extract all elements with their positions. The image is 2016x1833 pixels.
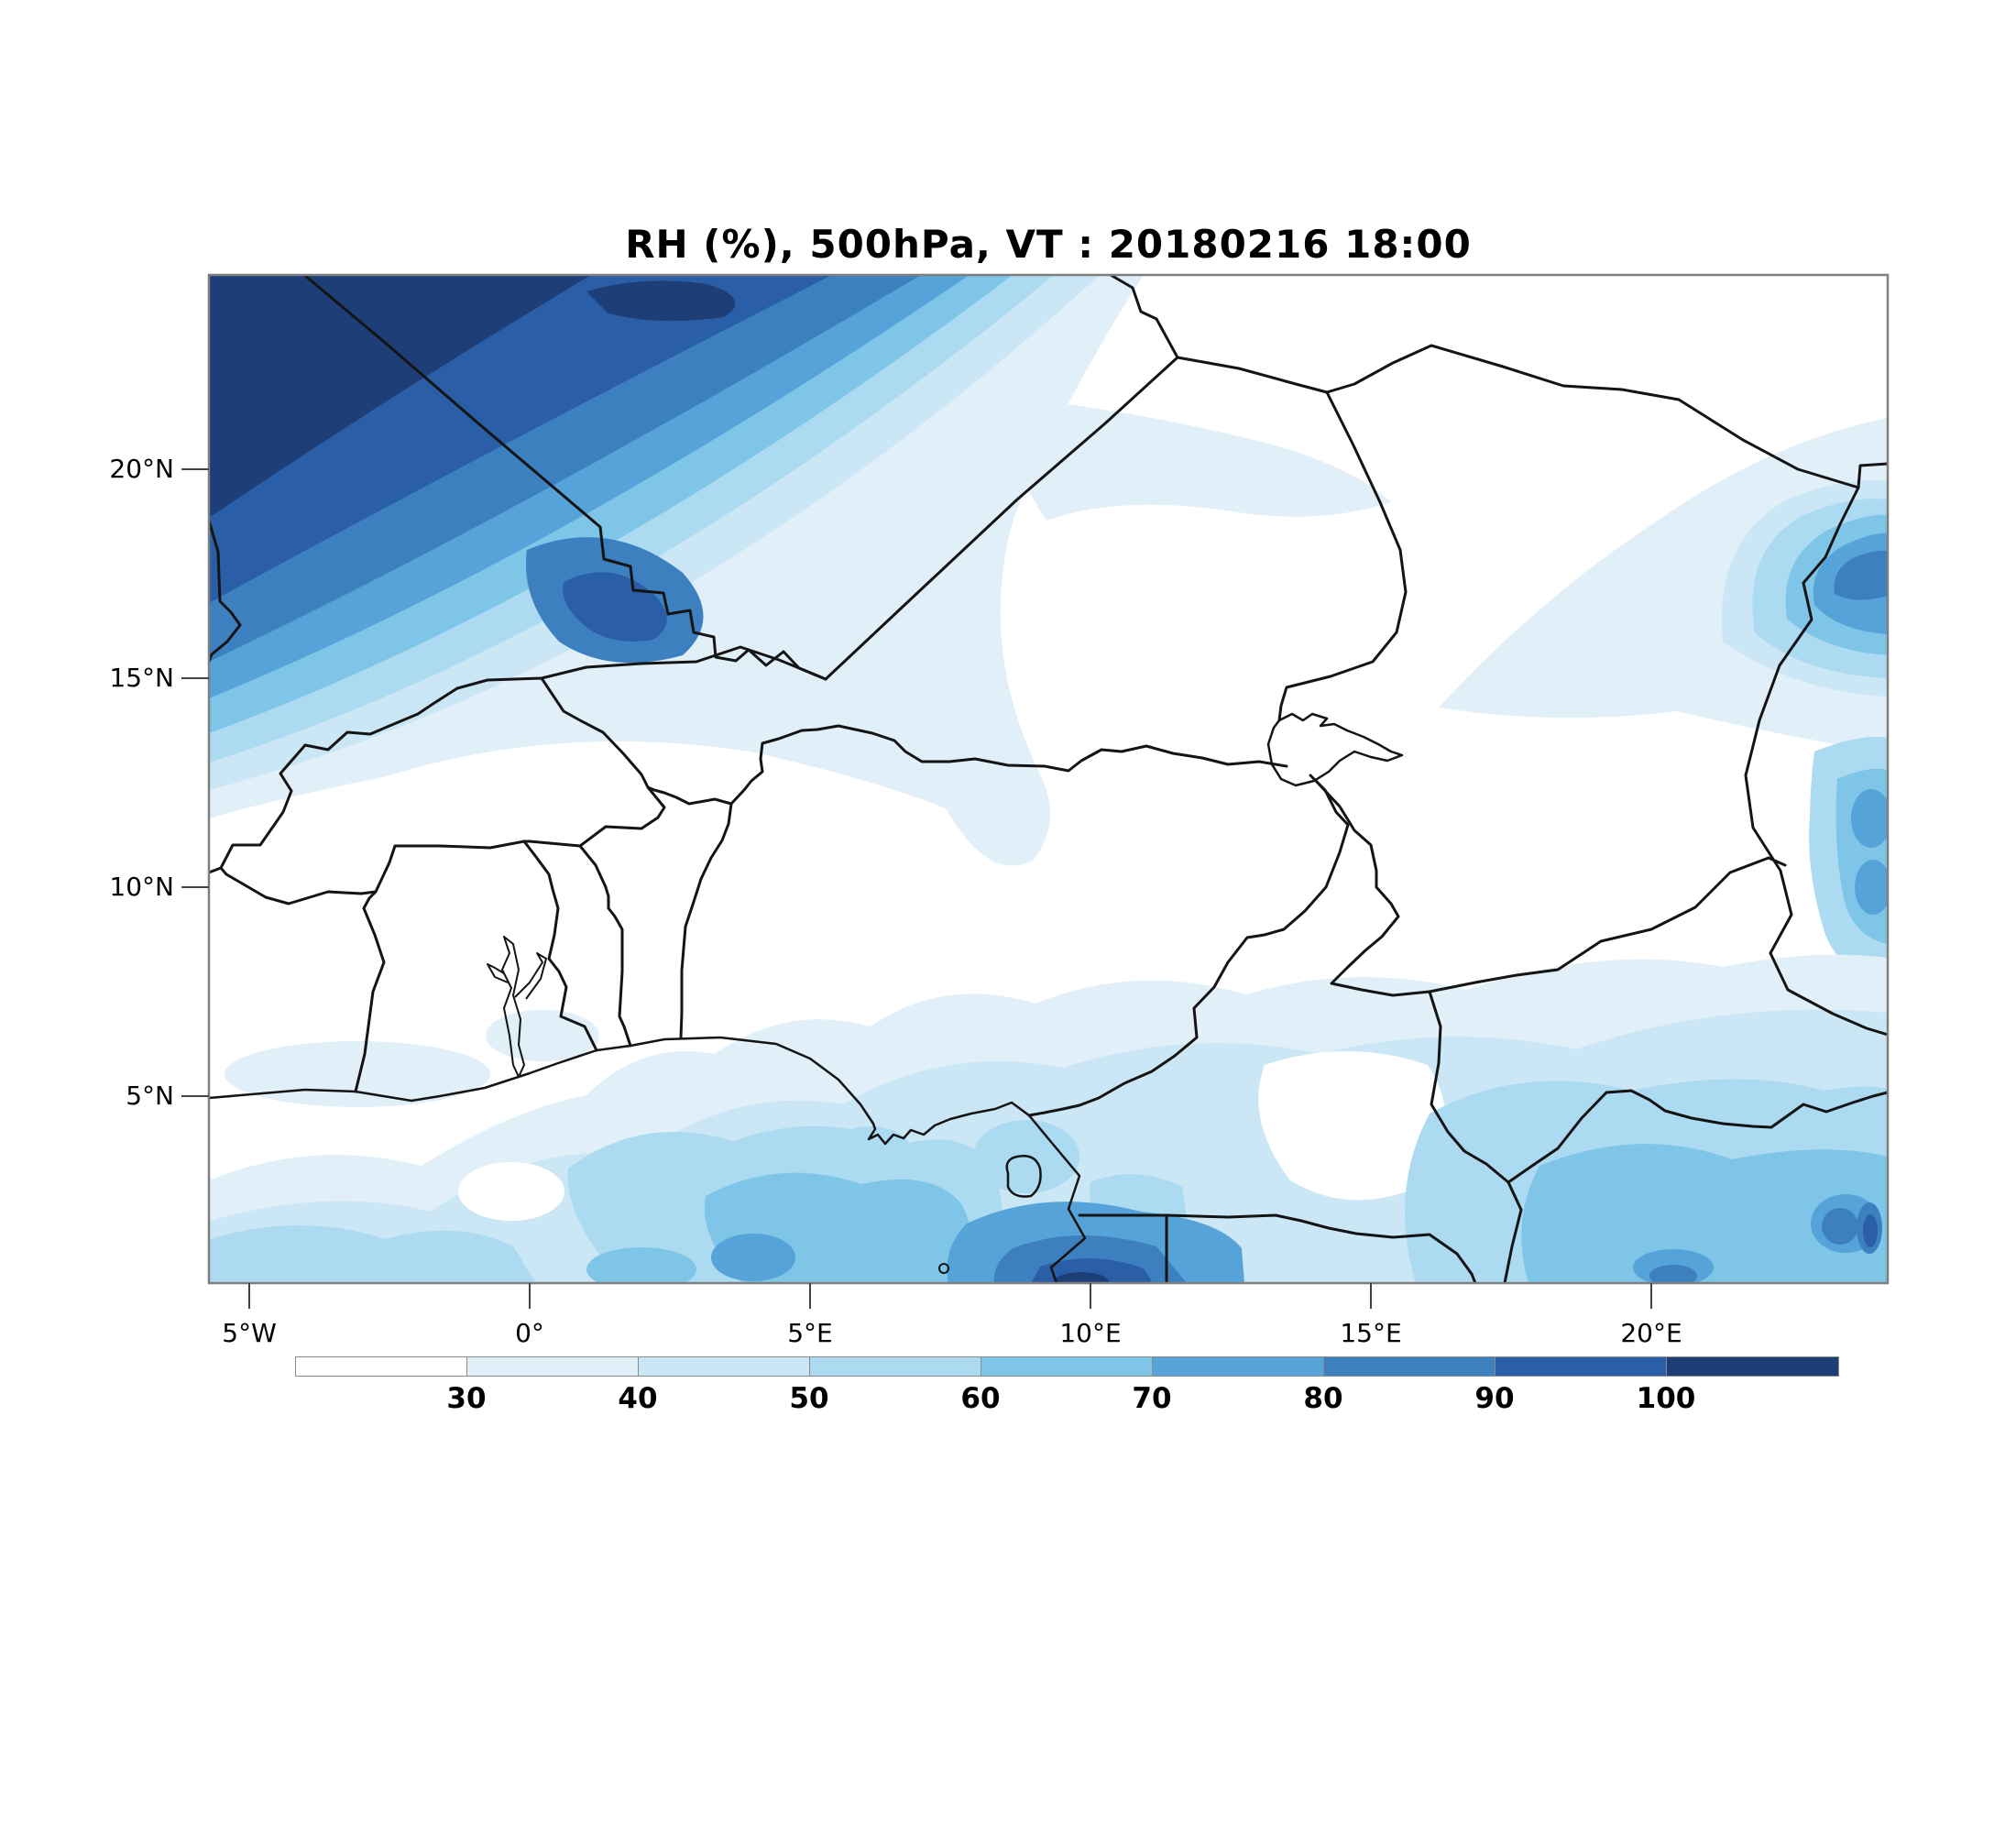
border-algeria-niger — [824, 356, 1179, 681]
colorbar-segment — [296, 1357, 467, 1376]
colorbar-segment — [467, 1357, 639, 1376]
colorbar-boundary-label: 40 — [618, 1382, 658, 1415]
colorbar-boundary-label: 70 — [1132, 1382, 1172, 1415]
border-mali-niger-west — [540, 645, 827, 681]
colorbar-segment — [1496, 1357, 1667, 1376]
country-borders — [209, 275, 1888, 1283]
x-tick-mark — [1090, 1283, 1091, 1309]
lake-chad — [1266, 712, 1404, 787]
y-tick-label: 5°N — [126, 1081, 174, 1111]
y-tick-mark — [181, 677, 209, 679]
principe-island — [938, 1263, 949, 1274]
border-burkina-faso — [219, 676, 666, 906]
colorbar-boundary-label: 30 — [446, 1382, 487, 1415]
lake-volta — [487, 936, 547, 1078]
colorbar-boundary-label: 60 — [960, 1382, 1001, 1415]
y-tick-mark — [181, 468, 209, 470]
map-frame — [207, 273, 1890, 1285]
border-benin-nigeria — [679, 802, 733, 1039]
border-benin-niger — [646, 785, 733, 806]
border-cameroon-eq-guinea — [1078, 1213, 1168, 1283]
border-cameroon-gabon — [1165, 1213, 1477, 1283]
border-mauritania-mali — [209, 519, 242, 664]
y-tick-mark — [181, 886, 209, 888]
colorbar-boundary-label: 80 — [1303, 1382, 1343, 1415]
x-tick-mark — [1370, 1283, 1372, 1309]
colorbar-segment — [981, 1357, 1153, 1376]
x-tick-mark — [1650, 1283, 1652, 1309]
border-cote-divoire-mali — [209, 866, 223, 874]
colorbar-boundary-label: 100 — [1636, 1382, 1696, 1415]
border-chad-cameroon — [1314, 779, 1431, 997]
border-ghana-togo — [522, 840, 598, 1052]
border-chad-sudan — [1744, 486, 1888, 1037]
x-tick-label: 0° — [515, 1318, 544, 1348]
border-nigeria-cameroon — [1027, 774, 1350, 1117]
colorbar-segment — [639, 1357, 810, 1376]
x-tick-label: 20°E — [1620, 1318, 1682, 1348]
colorbar-segment — [810, 1357, 981, 1376]
border-cameroon-car — [1428, 990, 1523, 1283]
colorbar-boundary-label: 50 — [789, 1382, 829, 1415]
x-tick-label: 5°E — [787, 1318, 833, 1348]
border-niger-chad — [1277, 390, 1408, 722]
x-tick-label: 10°E — [1059, 1318, 1122, 1348]
x-tick-mark — [248, 1283, 250, 1309]
x-tick-label: 5°W — [222, 1318, 277, 1348]
border-cote-divoire-ghana — [354, 890, 386, 1093]
x-tick-mark — [809, 1283, 811, 1309]
x-tick-label: 15°E — [1340, 1318, 1402, 1348]
coastline — [209, 1036, 1087, 1283]
colorbar — [295, 1356, 1839, 1377]
border-niger-nigeria — [729, 724, 1288, 806]
y-tick-label: 15°N — [109, 663, 174, 693]
border-niger-libya-chad — [1176, 344, 1860, 489]
border-mali-algeria — [302, 275, 827, 681]
plot-title: RH (%), 500hPa, VT : 20180216 18:00 — [625, 222, 1472, 267]
y-tick-mark — [181, 1095, 209, 1097]
border-chad-car — [1428, 856, 1787, 993]
border-car-drc — [1507, 1089, 1888, 1184]
border-algeria-libya — [1109, 275, 1179, 359]
colorbar-segment — [1667, 1357, 1838, 1376]
colorbar-boundary-label: 90 — [1474, 1382, 1515, 1415]
colorbar-segment — [1324, 1357, 1496, 1376]
border-togo-benin — [578, 844, 632, 1048]
x-tick-mark — [529, 1283, 531, 1309]
y-tick-label: 20°N — [109, 454, 174, 484]
bioko-island — [1005, 1155, 1042, 1198]
border-sudan-corner — [1857, 462, 1888, 489]
y-tick-label: 10°N — [109, 872, 174, 902]
colorbar-segment — [1153, 1357, 1324, 1376]
